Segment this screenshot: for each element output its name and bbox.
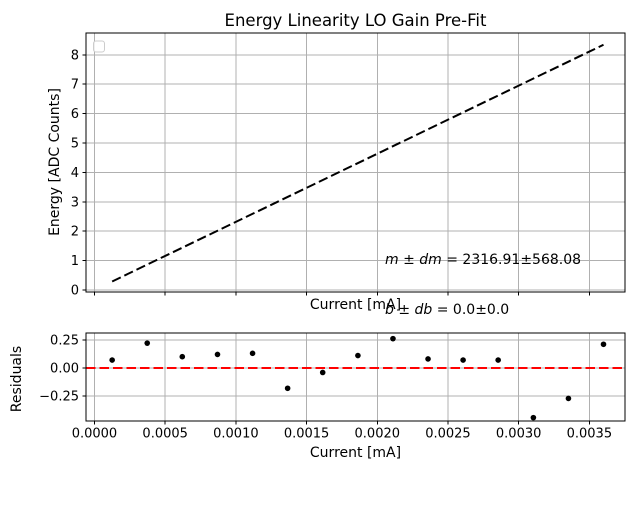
fit-line xyxy=(111,43,604,283)
fit-annotation-line2-var: b ± db xyxy=(385,301,433,318)
y-tick-label: 4 xyxy=(71,166,79,181)
fit-annotation-line1-value: = 2316.91±568.08 xyxy=(441,252,582,268)
y-tick-label: 7 xyxy=(71,78,79,93)
x-tick-label: 0.0025 xyxy=(425,427,471,442)
data-point xyxy=(109,357,115,363)
fit-annotation-line1-var: m ± dm xyxy=(385,252,442,268)
x-tick-label: 0.0010 xyxy=(213,427,259,442)
x-tick-label: 0.0015 xyxy=(284,427,330,442)
data-point xyxy=(284,385,291,392)
axes-spines xyxy=(85,332,626,422)
y-tick-label: 1 xyxy=(71,254,79,269)
figure: 0 1 2 3 4 5 6 7 8 0.0000 0.0005 0.0010 0.0015 0.0020 0… xyxy=(9,11,626,461)
top-y-axis-label: Energy [ADC Counts] xyxy=(47,88,63,236)
data-point xyxy=(355,352,361,359)
x-tick-label: 0.0000 xyxy=(72,427,118,442)
y-tick-label: 6 xyxy=(71,107,79,122)
legend-box xyxy=(93,40,105,53)
fit-annotation-line2: b ± db = 0.0±0.0 xyxy=(385,302,581,319)
data-point xyxy=(390,335,396,342)
data-point xyxy=(214,351,221,358)
x-tick-label: 0.0035 xyxy=(567,427,613,442)
chart-title: Energy Linearity LO Gain Pre-Fit xyxy=(224,11,487,30)
fit-annotation-line2-value: = 0.0±0.0 xyxy=(432,301,510,318)
y-tick-label: 2 xyxy=(71,225,79,240)
y-tick-label: 0.25 xyxy=(50,333,79,348)
data-point xyxy=(460,357,466,363)
axes-spines xyxy=(85,32,626,293)
y-tick-label: 5 xyxy=(71,136,79,151)
fit-annotation-line1: m ± dm = 2316.91±568.08 xyxy=(385,252,581,269)
data-point xyxy=(249,350,256,357)
data-point xyxy=(495,357,501,363)
data-point xyxy=(319,369,326,376)
bottom-y-axis-label: Residuals xyxy=(9,345,25,413)
data-point xyxy=(530,414,537,421)
x-tick-label: 0.0020 xyxy=(355,427,401,442)
data-point xyxy=(179,353,186,360)
y-tick-label: 3 xyxy=(71,195,79,210)
top-x-axis-label: Current [mA] xyxy=(309,297,402,313)
x-tick-label: 0.0030 xyxy=(496,427,542,442)
y-tick-label: −0.25 xyxy=(39,390,79,405)
y-tick-label: 8 xyxy=(71,48,79,63)
data-point xyxy=(600,341,607,348)
data-point xyxy=(565,395,572,402)
y-tick-label: 0 xyxy=(71,284,79,299)
data-point xyxy=(425,356,431,362)
y-tick-label: 0.00 xyxy=(50,361,79,376)
fit-annotation: m ± dm = 2316.91±568.08 b ± db = 0.0±0.0 xyxy=(385,219,581,351)
data-point xyxy=(144,340,151,346)
bottom-x-axis-label: Current [mA] xyxy=(309,445,402,461)
plot-canvas: 0 1 2 3 4 5 6 7 8 0.0000 0.0005 0.0010 0.0015 0.0020 0… xyxy=(39,32,626,442)
x-tick-label: 0.0005 xyxy=(142,427,188,442)
